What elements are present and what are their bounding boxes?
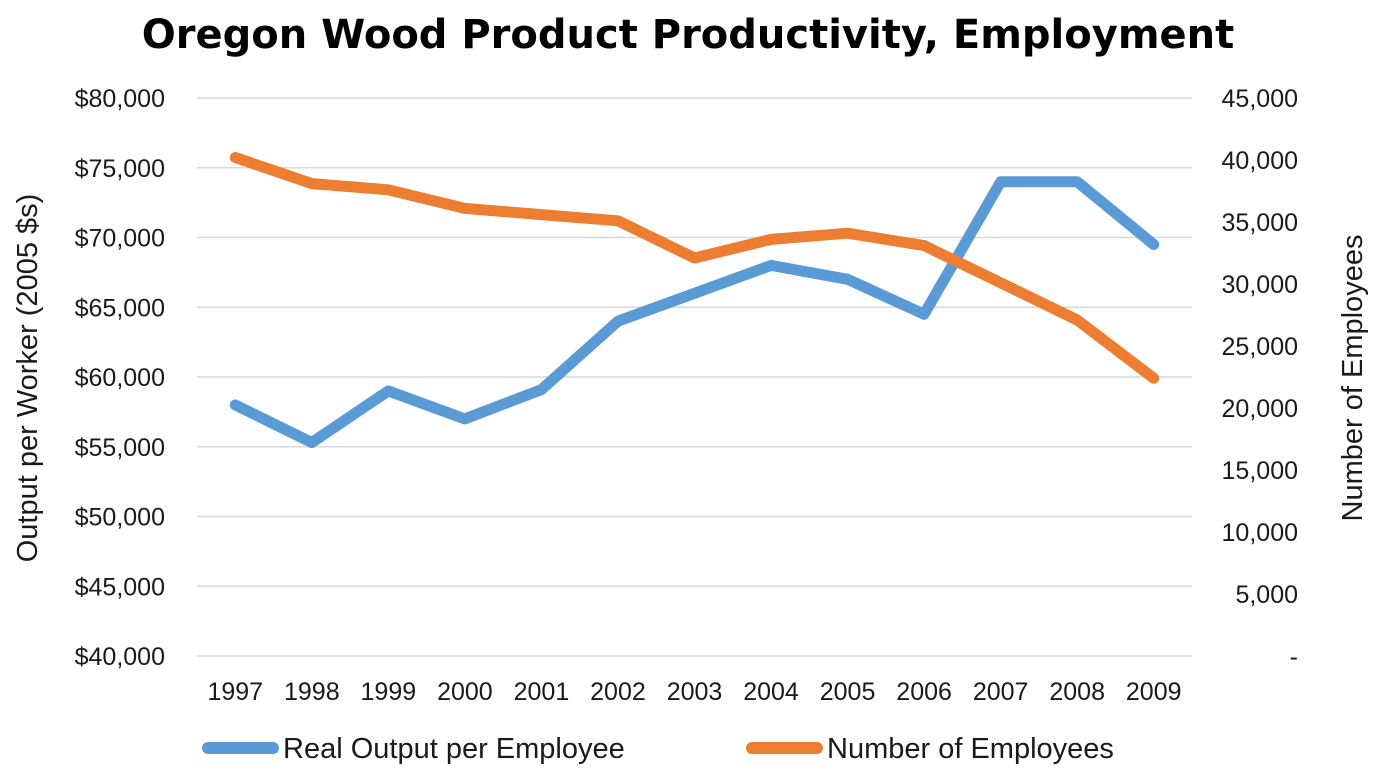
y2-tick-label: 40,000	[1222, 147, 1298, 175]
y2-tick-label: -	[1290, 643, 1298, 671]
y-axis-right-title: Number of Employees	[1337, 235, 1369, 522]
y2-tick-label: 35,000	[1222, 209, 1298, 237]
x-tick-label: 2009	[1126, 678, 1182, 706]
y2-tick-label: 5,000	[1235, 581, 1298, 609]
x-tick-label: 2007	[973, 678, 1029, 706]
x-axis: 1997 1998 1999 2000 2001 2002 2003 2004 2005 2006…	[207, 678, 1181, 706]
legend: Real Output per Employee Number of Emplo…	[202, 733, 1114, 765]
legend-label-number-of-employees: Number of Employees	[827, 733, 1114, 765]
x-tick-label: 2004	[743, 678, 799, 706]
x-tick-label: 2006	[896, 678, 952, 706]
series-line-real-output	[229, 176, 1160, 449]
y2-tick-label: 30,000	[1222, 271, 1298, 299]
series-line-number-of-employees	[229, 152, 1160, 384]
y-tick-label: $50,000	[75, 504, 165, 532]
x-tick-label: 2000	[437, 678, 493, 706]
gridlines	[197, 97, 1192, 657]
y2-tick-label: 15,000	[1222, 457, 1298, 485]
y-tick-label: $60,000	[75, 364, 165, 392]
legend-label-real-output: Real Output per Employee	[283, 733, 625, 765]
series-lines	[229, 152, 1160, 449]
y-tick-label: $40,000	[75, 643, 165, 671]
x-tick-label: 2001	[514, 678, 570, 706]
y-axis-right: - 5,000 10,000 15,000 20,000 25,000 30,000 35,0…	[1222, 85, 1298, 671]
x-tick-label: 2005	[820, 678, 876, 706]
y-tick-label: $70,000	[75, 225, 165, 253]
y-tick-label: $65,000	[75, 294, 165, 322]
x-tick-label: 1997	[207, 678, 263, 706]
y-tick-label: $55,000	[75, 434, 165, 462]
x-tick-label: 1999	[361, 678, 417, 706]
x-tick-label: 2008	[1049, 678, 1105, 706]
y2-tick-label: 25,000	[1222, 333, 1298, 361]
y-tick-label: $80,000	[75, 85, 165, 113]
x-tick-label: 1998	[284, 678, 340, 706]
y2-tick-label: 45,000	[1222, 85, 1298, 113]
x-tick-label: 2002	[590, 678, 646, 706]
y2-tick-label: 10,000	[1222, 519, 1298, 547]
y-tick-label: $45,000	[75, 573, 165, 601]
y-axis-left: $40,000 $45,000 $50,000 $55,000 $60,000 $65,0…	[75, 85, 165, 671]
y-axis-left-title: Output per Worker (2005 $s)	[12, 194, 44, 563]
x-tick-label: 2003	[667, 678, 723, 706]
y-tick-label: $75,000	[75, 155, 165, 183]
y2-tick-label: 20,000	[1222, 395, 1298, 423]
chart-title: Oregon Wood Product Productivity, Employ…	[142, 12, 1234, 58]
